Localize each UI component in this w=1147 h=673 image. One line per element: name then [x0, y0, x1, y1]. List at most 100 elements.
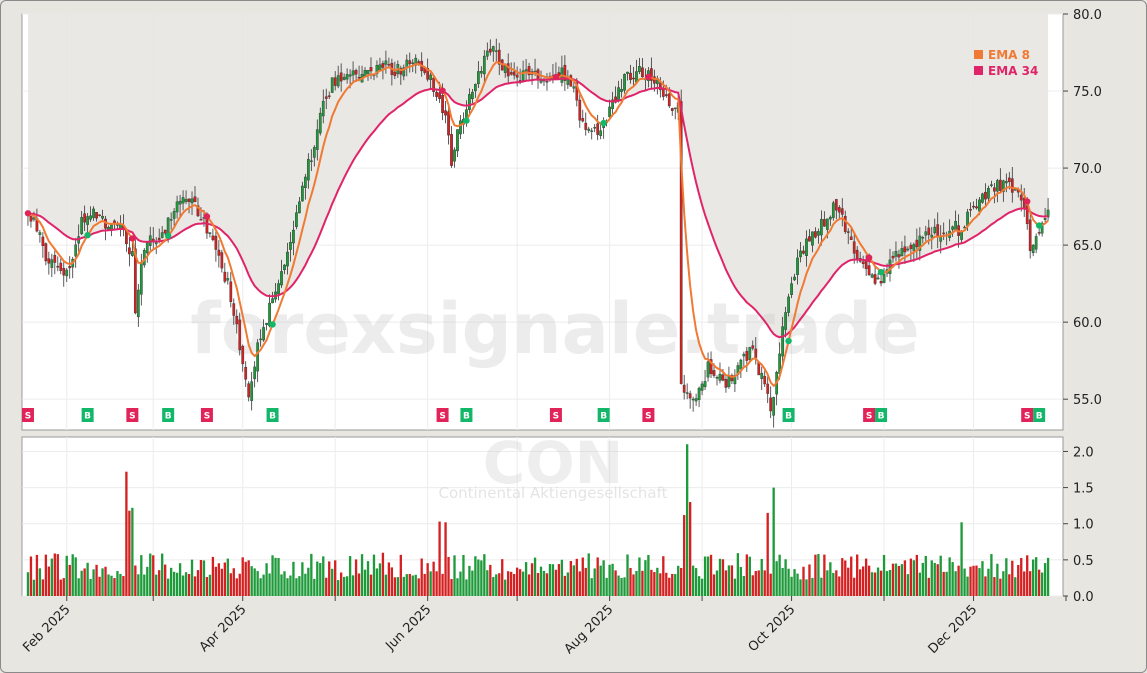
signal-label: S [645, 412, 651, 422]
candle-body [629, 72, 632, 80]
candle-body [86, 216, 89, 225]
candle-body [479, 71, 483, 74]
candle-body [92, 208, 95, 218]
volume-bar [402, 576, 405, 596]
candle-body [638, 66, 641, 72]
volume-bar [268, 573, 271, 596]
candle-body [235, 316, 239, 325]
volume-bar [563, 575, 567, 596]
volume-bar [841, 558, 844, 596]
volume-bar [423, 573, 426, 596]
volume-bar [146, 566, 149, 596]
volume-bar [217, 563, 221, 596]
candle-body [867, 265, 871, 276]
candle-body [787, 296, 790, 313]
candle-body [861, 261, 865, 264]
candle-body [620, 89, 623, 92]
buy-dot [463, 117, 470, 124]
price-candles [26, 38, 1050, 428]
buy-signal [597, 408, 610, 422]
volume-bar [662, 556, 665, 596]
volume-bar [152, 555, 155, 596]
volume-bar [80, 570, 83, 596]
volume-bar [101, 568, 104, 596]
candle-body [691, 398, 695, 401]
candle-body [1031, 244, 1035, 254]
volume-bar [611, 563, 614, 596]
candle-body [760, 372, 764, 379]
volume-bar [107, 574, 110, 596]
candle-body [65, 269, 69, 277]
volume-bar [867, 565, 871, 596]
buy-dot [877, 268, 885, 276]
candle-body [438, 92, 441, 99]
candle-body [936, 224, 940, 238]
candle-body [178, 200, 182, 205]
volume-bar [608, 564, 611, 596]
candle-body [357, 76, 361, 79]
candle-body [828, 216, 832, 220]
candle-body [990, 184, 993, 186]
candle-body [811, 231, 814, 246]
volume-bar [626, 554, 629, 596]
volume-bar [844, 560, 847, 596]
company-watermark: Continental Aktiengesellschaft [439, 484, 668, 502]
volume-bar [62, 578, 65, 596]
volume-bar [742, 575, 746, 596]
buy-signal [162, 408, 175, 422]
candle-body [906, 248, 910, 251]
volume-bar [277, 558, 280, 596]
volume-bar [688, 502, 692, 596]
candle-body [506, 63, 510, 77]
volume-bar [990, 554, 993, 596]
volume-bar [235, 578, 238, 596]
volume-bar [820, 577, 823, 596]
volume-bar [104, 566, 107, 596]
candle-body [47, 258, 51, 264]
volume-bar [166, 578, 170, 596]
volume-bar [504, 579, 507, 596]
volume-bar [530, 563, 534, 596]
candle-body [509, 72, 513, 75]
volume-bar [253, 568, 256, 596]
buy-dot [785, 337, 792, 345]
candle-body [89, 215, 92, 220]
volume-bar [199, 560, 203, 596]
volume-bar [1026, 555, 1029, 596]
volume-bar [190, 559, 194, 596]
volume-bar [453, 555, 456, 596]
volume-bar [1043, 563, 1047, 596]
candle-body [238, 319, 242, 351]
volume-bar [894, 563, 898, 596]
candle-body [515, 74, 519, 78]
volume-bar [169, 567, 173, 596]
volume-bar [501, 559, 504, 596]
volume-bar [527, 574, 531, 596]
volume-bar [131, 507, 134, 596]
volume-bar [414, 574, 417, 596]
candle-body [820, 218, 823, 236]
volume-bar [575, 558, 578, 596]
volume-bar [444, 522, 447, 596]
candle-body [930, 234, 934, 238]
volume-bar [325, 577, 328, 596]
volume-bar [429, 571, 432, 596]
volume-bar [89, 578, 92, 596]
volume-bar [220, 568, 224, 596]
candle-body [960, 231, 963, 240]
volume-bar [41, 579, 45, 596]
volume-bar [638, 557, 641, 596]
volume-bar [316, 561, 319, 596]
volume-bar [605, 577, 608, 596]
volume-bar [918, 572, 921, 596]
volume-bar [280, 574, 283, 596]
candle-body [497, 49, 501, 65]
candle-body [181, 197, 185, 204]
candle-body [754, 348, 758, 358]
candle-body [59, 262, 63, 271]
candle-body [62, 268, 66, 276]
volume-bar [283, 571, 286, 596]
candle-body [712, 370, 716, 376]
volume-bar [903, 560, 907, 596]
volume-bar [981, 561, 984, 596]
